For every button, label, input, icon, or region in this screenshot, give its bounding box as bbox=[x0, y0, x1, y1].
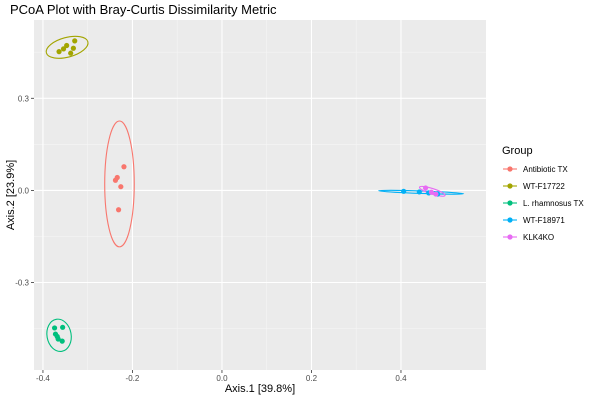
x-tick-label: 0.0 bbox=[216, 374, 228, 383]
point-series-1 bbox=[64, 42, 70, 49]
ellipse-series-0 bbox=[104, 120, 135, 248]
x-tick-label: 0.4 bbox=[395, 374, 407, 383]
legend-key-point bbox=[507, 234, 513, 240]
y-axis-title: Axis.2 [23.9%] bbox=[5, 160, 17, 230]
legend-key-point bbox=[507, 217, 513, 223]
ellipse-series-2 bbox=[46, 318, 72, 353]
point-series-0 bbox=[114, 174, 120, 181]
x-axis-ticks: -0.4 -0.2 0.0 0.2 0.4 bbox=[36, 370, 407, 383]
point-series-0 bbox=[121, 164, 127, 170]
x-tick-label: -0.2 bbox=[126, 374, 140, 383]
point-series-4 bbox=[433, 191, 439, 197]
point-series-3 bbox=[401, 188, 407, 194]
legend-label: KLK4KO bbox=[523, 233, 554, 242]
ellipse-series-1 bbox=[45, 35, 89, 59]
legend-label: WT-F17722 bbox=[523, 182, 565, 191]
point-series-4 bbox=[422, 185, 429, 191]
y-tick-label: -0.3 bbox=[15, 279, 29, 288]
legend: Group Antibiotic TX WT-F17722 L. rhamnosus… bbox=[502, 145, 584, 242]
grid-lines bbox=[34, 20, 486, 370]
y-axis-ticks: -0.3 0.0 0.3 bbox=[15, 94, 34, 288]
point-series-2 bbox=[59, 338, 65, 344]
legend-key-point bbox=[507, 200, 513, 206]
chart-title: PCoA Plot with Bray-Curtis Dissimilarity… bbox=[10, 2, 277, 17]
point-series-3 bbox=[416, 189, 422, 195]
point-series-1 bbox=[70, 45, 76, 51]
y-tick-label: 0.0 bbox=[18, 186, 30, 195]
legend-title: Group bbox=[502, 145, 533, 157]
data-points bbox=[51, 38, 441, 344]
point-series-1 bbox=[72, 38, 78, 44]
legend-label: Antibiotic TX bbox=[523, 165, 568, 174]
plot-panel bbox=[34, 20, 486, 370]
point-series-2 bbox=[54, 333, 60, 340]
legend-key-point bbox=[507, 183, 513, 189]
y-tick-label: 0.3 bbox=[18, 94, 30, 103]
point-series-0 bbox=[115, 207, 122, 213]
point-series-0 bbox=[118, 184, 124, 190]
legend-key-point bbox=[507, 166, 513, 172]
legend-label: L. rhamnosus TX bbox=[523, 199, 584, 208]
legend-label: WT-F18971 bbox=[523, 216, 565, 225]
point-series-1 bbox=[56, 49, 62, 55]
point-series-2 bbox=[51, 325, 58, 331]
point-series-1 bbox=[68, 50, 74, 56]
x-axis-title: Axis.1 [39.8%] bbox=[225, 383, 295, 395]
x-tick-label: -0.4 bbox=[36, 374, 50, 383]
x-tick-label: 0.2 bbox=[306, 374, 318, 383]
point-series-4 bbox=[428, 189, 435, 195]
point-series-1 bbox=[60, 46, 67, 52]
point-series-2 bbox=[60, 324, 66, 330]
